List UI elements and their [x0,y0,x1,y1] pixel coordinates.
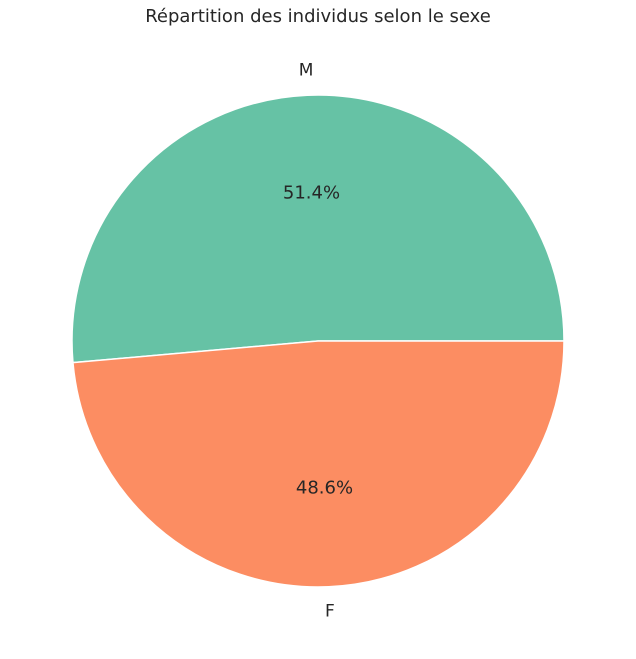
pie-labels: M 51.4% F 48.6% [283,61,353,622]
slice-label-f: F [325,601,335,621]
pie-slice-m [71,94,565,364]
slice-percent-m: 51.4% [283,183,340,204]
slice-percent-f: 48.6% [296,477,353,498]
slice-label-m: M [299,61,314,81]
chart-title: Répartition des individus selon le sexe [145,6,491,27]
pie-slices [71,94,565,588]
pie-slice-f [72,340,565,588]
